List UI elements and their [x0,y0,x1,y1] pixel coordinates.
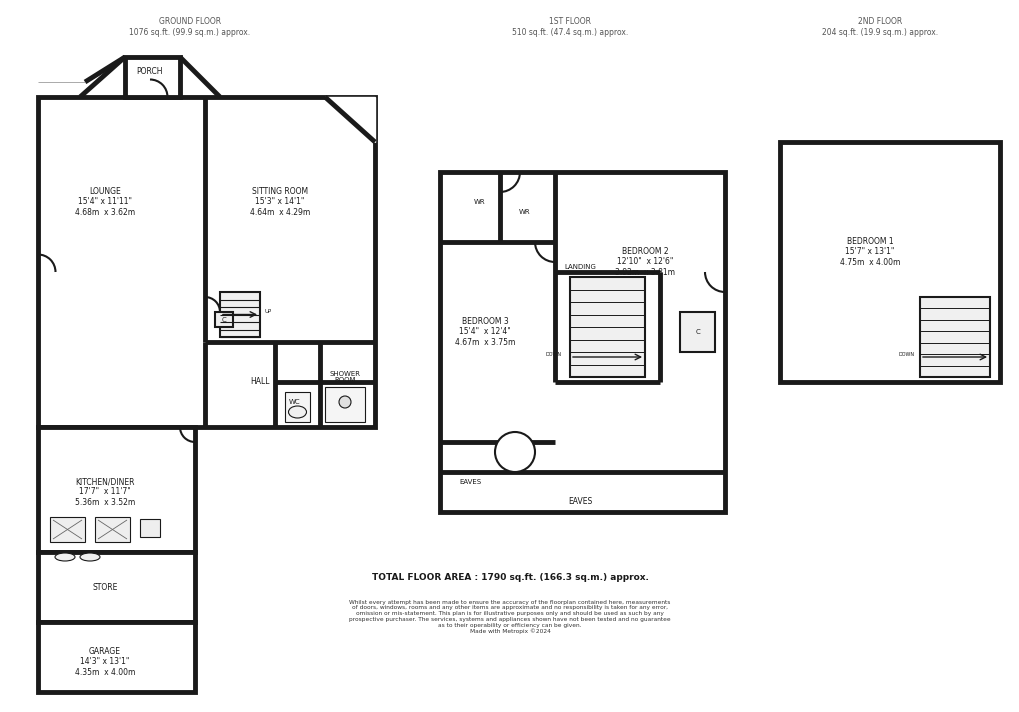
Bar [570,277,644,377]
Bar [38,622,195,692]
Text: C: C [221,317,226,323]
Text: WC: WC [289,399,301,405]
Text: DOWN: DOWN [898,352,914,357]
Text: 2ND FLOOR
204 sq.ft. (19.9 sq.m.) approx.: 2ND FLOOR 204 sq.ft. (19.9 sq.m.) approx… [821,17,937,37]
Text: KITCHEN/DINER
17'7"  x 11'7"
5.36m  x 3.52m: KITCHEN/DINER 17'7" x 11'7" 5.36m x 3.52… [74,477,135,507]
Bar [140,519,160,537]
Text: HALL: HALL [250,377,269,387]
Text: WR: WR [474,199,485,205]
Circle shape [338,396,351,408]
Text: STORE: STORE [93,582,117,592]
Bar [284,392,310,422]
Ellipse shape [288,406,306,418]
Bar [95,517,129,542]
Text: BEDROOM 3
15'4"  x 12'4"
4.67m  x 3.75m: BEDROOM 3 15'4" x 12'4" 4.67m x 3.75m [454,317,515,347]
Ellipse shape [79,553,100,561]
Text: EAVES: EAVES [568,498,592,506]
Text: GROUND FLOOR
1076 sq.ft. (99.9 sq.m.) approx.: GROUND FLOOR 1076 sq.ft. (99.9 sq.m.) ap… [129,17,251,37]
Text: TOTAL FLOOR AREA : 1790 sq.ft. (166.3 sq.m.) approx.: TOTAL FLOOR AREA : 1790 sq.ft. (166.3 sq… [371,572,648,582]
Text: DOWN: DOWN [545,352,561,357]
Text: C: C [695,329,700,335]
Text: 1ST FLOOR
510 sq.ft. (47.4 sq.m.) approx.: 1ST FLOOR 510 sq.ft. (47.4 sq.m.) approx… [512,17,628,37]
Ellipse shape [55,553,75,561]
Text: PORCH: PORCH [137,68,163,76]
Text: WR: WR [519,209,530,215]
Text: BEDROOM 1
15'7" x 13'1"
4.75m  x 4.00m: BEDROOM 1 15'7" x 13'1" 4.75m x 4.00m [839,237,900,267]
Bar [780,142,999,382]
Bar [38,427,195,552]
Text: UP: UP [264,309,271,314]
Text: GARAGE
14'3" x 13'1"
4.35m  x 4.00m: GARAGE 14'3" x 13'1" 4.35m x 4.00m [74,647,136,677]
Text: SHOWER
ROOM: SHOWER ROOM [329,370,360,384]
Polygon shape [325,97,375,142]
Text: EAVES: EAVES [459,479,481,485]
Bar [38,552,195,622]
Text: SITTING ROOM
15'3" x 14'1"
4.64m  x 4.29m: SITTING ROOM 15'3" x 14'1" 4.64m x 4.29m [250,187,310,217]
Circle shape [494,432,535,472]
Text: BEDROOM 2
12'10"  x 12'6"
3.92m  x 3.81m: BEDROOM 2 12'10" x 12'6" 3.92m x 3.81m [614,247,675,277]
Bar [215,312,232,327]
Bar [680,312,714,352]
Bar [50,517,85,542]
Bar [919,297,989,377]
Text: LANDING: LANDING [564,264,595,270]
Bar [325,387,365,422]
Bar [38,97,375,427]
Bar [439,172,725,512]
Text: Whilst every attempt has been made to ensure the accuracy of the floorplan conta: Whilst every attempt has been made to en… [348,600,671,634]
Text: LOUNGE
15'4" x 11'11"
4.68m  x 3.62m: LOUNGE 15'4" x 11'11" 4.68m x 3.62m [74,187,135,217]
Bar [125,57,179,97]
Bar [220,292,260,337]
